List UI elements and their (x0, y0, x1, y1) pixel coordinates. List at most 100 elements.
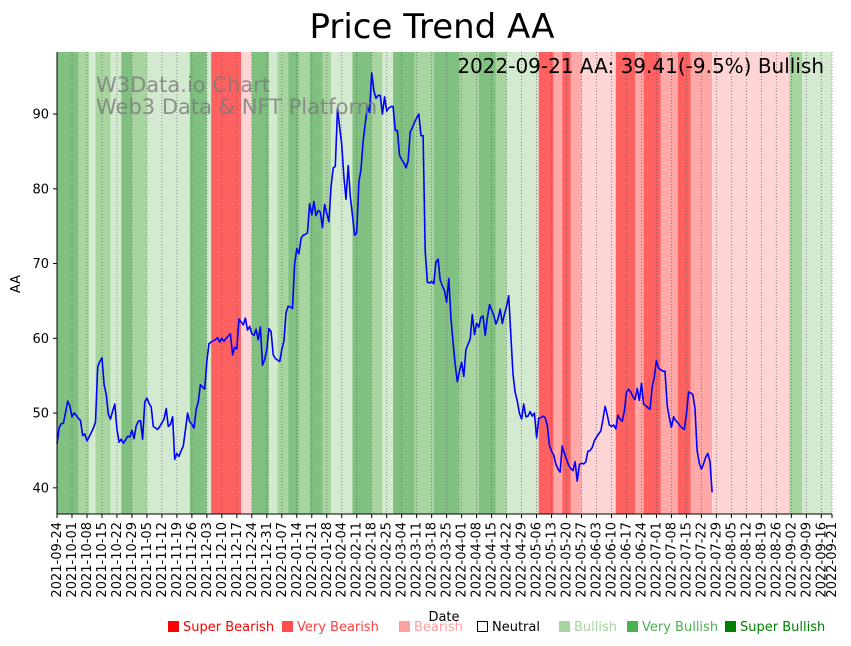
legend-item-bullish: Bullish (559, 620, 617, 635)
legend-label: Bearish (414, 620, 463, 635)
x-tick-label: 2021-10-01 (65, 522, 80, 598)
legend-label: Super Bearish (183, 620, 275, 635)
watermark-line-1: W3Data.io Chart (96, 73, 270, 97)
regime-band-light-bullish (382, 52, 394, 514)
x-tick-label: 2022-06-03 (590, 522, 605, 598)
legend-label: Very Bullish (642, 620, 719, 635)
legend-item-very-bearish: Very Bearish (282, 620, 379, 635)
regime-band-bullish (789, 52, 803, 514)
x-tick-label: 2022-08-05 (724, 522, 739, 598)
legend-item-bearish: Bearish (399, 620, 463, 635)
x-tick-label: 2022-08-12 (739, 522, 754, 598)
x-tick-label: 2022-05-20 (560, 522, 575, 598)
x-tick-label: 2022-04-08 (470, 522, 485, 598)
regime-legend: Super Bearish Very Bearish Bearish Neutral B… (0, 620, 851, 640)
regime-band-bullish (371, 52, 383, 514)
x-tick-label: 2022-07-15 (679, 522, 694, 598)
y-tick-label: 70 (32, 257, 49, 272)
regime-band-light-bearish (241, 52, 252, 514)
x-tick-label: 2022-07-01 (649, 522, 664, 598)
x-tick-label: 2021-12-24 (245, 522, 260, 598)
legend-swatch (477, 621, 488, 632)
regime-band-bearish (570, 52, 582, 514)
regime-band-very-bullish (57, 52, 66, 514)
x-tick-label: 2022-01-21 (305, 522, 320, 598)
x-tick-label: 2022-01-07 (275, 522, 290, 598)
y-tick-label: 50 (32, 407, 49, 422)
y-axis-label: AA (9, 275, 24, 293)
x-tick-label: 2022-02-11 (350, 522, 365, 598)
x-tick-label: 2021-11-26 (185, 522, 200, 598)
x-tick-label: 2022-03-25 (440, 522, 455, 598)
regime-band-light-bullish (110, 52, 122, 514)
legend-swatch (168, 621, 179, 632)
legend-item-neutral: Neutral (477, 620, 540, 635)
regime-band-light-bullish (89, 52, 96, 514)
regime-band-very-bearish (615, 52, 636, 514)
x-tick-label: 2022-03-18 (425, 522, 440, 598)
regime-band-light-bullish (802, 52, 832, 514)
x-tick-label: 2022-02-18 (365, 522, 380, 598)
regime-band-light-bullish (206, 52, 212, 514)
legend-item-very-bullish: Very Bullish (627, 620, 718, 635)
x-tick-label: 2021-12-31 (260, 522, 275, 598)
x-tick-label: 2021-12-17 (230, 522, 245, 598)
x-tick-label: 2022-09-09 (799, 522, 814, 598)
regime-band-bullish (78, 52, 90, 514)
x-tick-label: 2022-03-04 (395, 522, 410, 598)
y-tick-label: 60 (32, 332, 49, 347)
legend-item-super-bullish: Super Bullish (725, 620, 825, 635)
regime-band-very-bullish (121, 52, 132, 514)
x-axis-label: Date (428, 610, 459, 625)
regime-band-bullish (277, 52, 289, 514)
x-tick-label: 2022-07-08 (664, 522, 679, 598)
x-tick-label: 2022-03-11 (410, 522, 425, 598)
x-tick-label: 2022-06-17 (619, 522, 634, 598)
axes (56, 52, 832, 515)
y-tick-label: 40 (32, 481, 49, 496)
regime-band-very-bullish (393, 52, 415, 514)
regime-band-very-bullish (352, 52, 372, 514)
legend-item-super-bearish: Super Bearish (168, 620, 274, 635)
legend-swatch (725, 621, 736, 632)
x-tick-label: 2021-12-10 (215, 522, 230, 598)
regime-band-bearish (635, 52, 644, 514)
x-tick-label: 2022-04-22 (500, 522, 515, 598)
regime-band-bullish (131, 52, 147, 514)
regime-band-bullish (414, 52, 434, 514)
regime-band-bullish (298, 52, 310, 514)
x-tick-label: 2022-09-16 (814, 522, 829, 598)
y-axis-ticks: 40 50 60 70 80 90 (32, 108, 57, 496)
x-tick-label: 2021-11-05 (140, 522, 155, 598)
legend-label: Super Bullish (740, 620, 826, 635)
regime-band-light-bearish (712, 52, 790, 514)
chart-title: Price Trend AA (309, 7, 554, 47)
regime-band-very-bearish (538, 52, 554, 514)
x-tick-label: 2021-12-03 (200, 522, 215, 598)
x-tick-label: 2022-04-15 (485, 522, 500, 598)
regime-band-bearish (553, 52, 563, 514)
x-tick-label: 2021-11-19 (170, 522, 185, 598)
regime-band-bullish (459, 52, 479, 514)
regime-band-bullish (495, 52, 507, 514)
y-tick-label: 90 (32, 108, 49, 123)
regime-band-light-bullish (506, 52, 539, 514)
x-tick-label: 2022-05-06 (530, 522, 545, 598)
legend-swatch (627, 621, 638, 632)
regime-band-bearish (660, 52, 678, 514)
x-tick-label: 2022-07-22 (694, 522, 709, 598)
series-line-aa (56, 72, 713, 493)
legend-label: Bullish (574, 620, 618, 635)
x-tick-label: 2021-11-12 (155, 522, 170, 598)
latest-price-annotation: 2022-09-21 AA: 39.41(-9.5%) Bullish (457, 54, 824, 78)
legend-swatch (399, 621, 410, 632)
x-tick-label: 2022-05-13 (545, 522, 560, 598)
regime-band-very-bullish (309, 52, 323, 514)
x-tick-label: 2021-10-08 (80, 522, 95, 598)
legend-swatch (282, 621, 293, 632)
x-tick-label: 2022-02-04 (335, 522, 350, 598)
regime-band-very-bearish (211, 52, 242, 514)
x-tick-label: 2022-08-26 (769, 522, 784, 598)
x-tick-label: 2021-09-24 (50, 522, 65, 598)
